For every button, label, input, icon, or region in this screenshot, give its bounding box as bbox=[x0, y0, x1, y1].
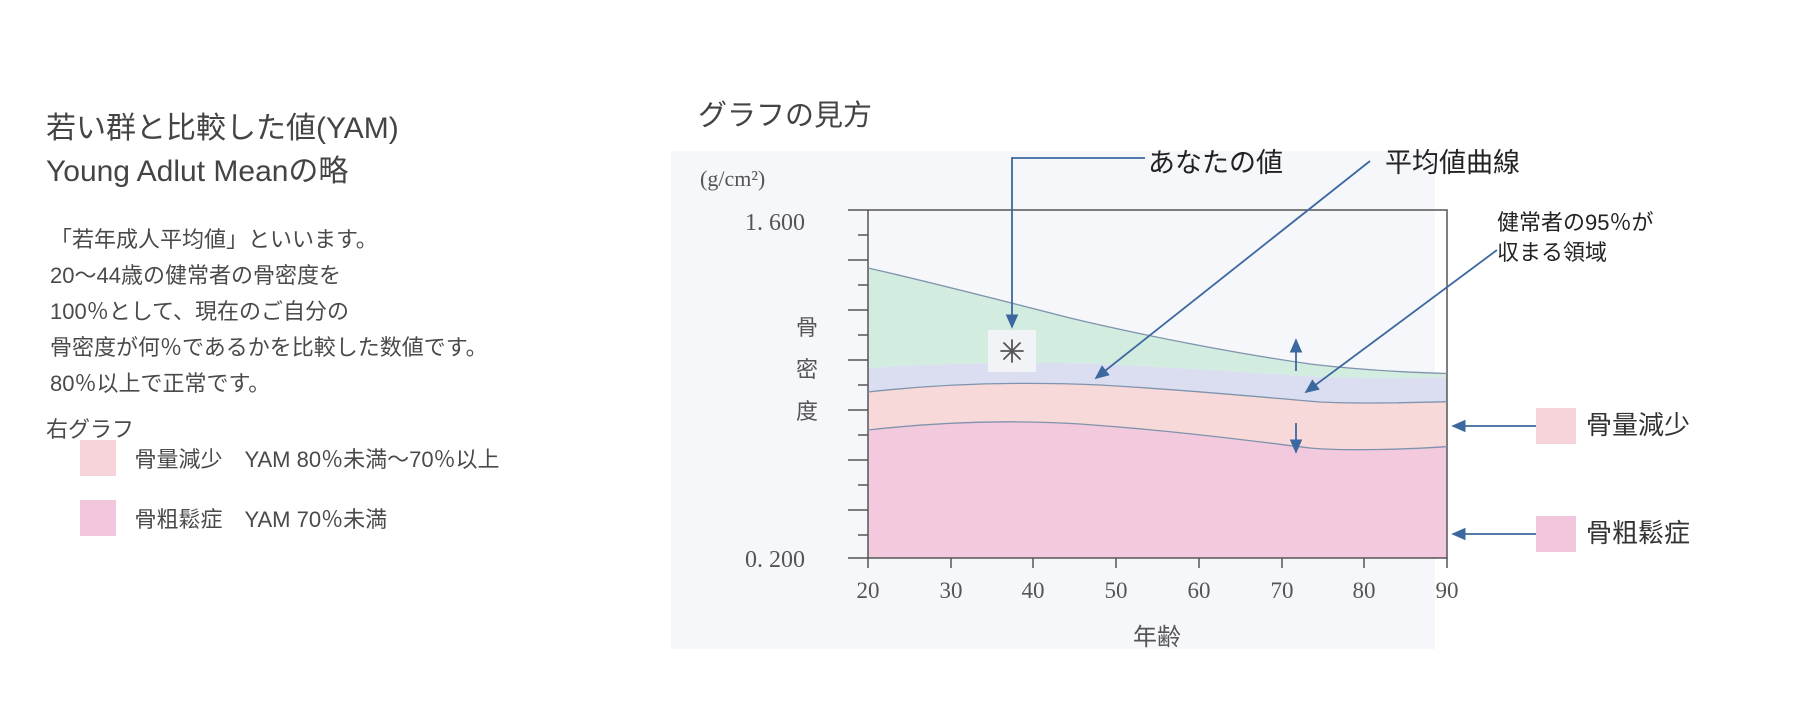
svg-text:あなたの値: あなたの値 bbox=[1148, 148, 1283, 178]
svg-text:収まる領域: 収まる領域 bbox=[1497, 240, 1607, 265]
svg-text:骨: 骨 bbox=[796, 315, 818, 340]
svg-text:0. 200: 0. 200 bbox=[745, 547, 805, 573]
svg-text:骨粗鬆症: 骨粗鬆症 bbox=[1586, 518, 1690, 548]
svg-text:骨量減少: 骨量減少 bbox=[1586, 410, 1690, 440]
svg-text:60: 60 bbox=[1188, 578, 1211, 603]
svg-text:90: 90 bbox=[1436, 578, 1459, 603]
svg-text:1. 600: 1. 600 bbox=[745, 210, 805, 236]
svg-text:密: 密 bbox=[796, 357, 818, 382]
svg-text:健常者の95％が: 健常者の95％が bbox=[1497, 210, 1653, 235]
svg-text:50: 50 bbox=[1105, 578, 1128, 603]
svg-text:平均値曲線: 平均値曲線 bbox=[1385, 148, 1520, 178]
svg-text:70: 70 bbox=[1271, 578, 1294, 603]
svg-text:30: 30 bbox=[940, 578, 963, 603]
svg-text:(g/cm²): (g/cm²) bbox=[700, 166, 765, 191]
svg-text:40: 40 bbox=[1022, 578, 1045, 603]
svg-text:年齢: 年齢 bbox=[1133, 624, 1181, 651]
svg-text:度: 度 bbox=[796, 399, 818, 424]
svg-text:80: 80 bbox=[1353, 578, 1376, 603]
svg-text:20: 20 bbox=[857, 578, 880, 603]
